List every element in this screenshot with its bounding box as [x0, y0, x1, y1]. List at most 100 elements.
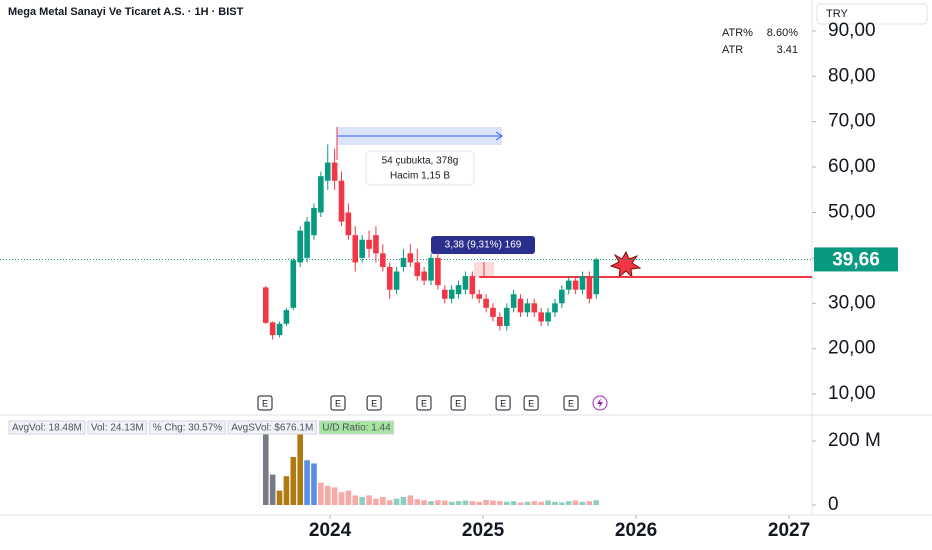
event-label: E: [335, 398, 341, 408]
volume-bar: [435, 500, 441, 505]
last-price-label: 39,66: [832, 249, 880, 270]
candle-body: [538, 312, 544, 322]
candle-body: [276, 323, 283, 336]
candle-body: [400, 257, 407, 267]
volume-group: [262, 421, 600, 505]
price-change: 3,38 (9,31%) 169: [445, 240, 522, 251]
volume-bar: [593, 500, 600, 505]
volume-stat-box: [8, 420, 86, 435]
volume-bar: [490, 500, 496, 505]
candle-body: [435, 257, 441, 286]
event-label: E: [421, 398, 427, 408]
candle-body: [524, 303, 531, 313]
indicator-value: 3.41: [777, 44, 798, 56]
volume-bar: [400, 497, 407, 505]
volume-stat-box: [227, 420, 317, 435]
candle-body: [297, 230, 303, 263]
change-label-box: [431, 236, 535, 254]
volume-stat: AvgSVol: $676.1M: [231, 423, 313, 434]
indicator-name: ATR%: [722, 27, 753, 39]
last-price-box: [814, 247, 898, 272]
candle-body: [586, 276, 593, 299]
candle-body: [441, 289, 448, 299]
range-arrow-head: [495, 131, 503, 141]
volume-bar: [510, 501, 517, 505]
volume-bar: [462, 500, 469, 505]
candle-body: [552, 303, 558, 313]
candle-body: [469, 276, 476, 295]
volume-bar: [276, 490, 283, 505]
y-tick-label: 50,00: [828, 202, 876, 223]
volume-bar: [338, 492, 345, 505]
volume-bar: [324, 485, 331, 505]
volume-tick-label: 0: [828, 494, 839, 515]
volume-bar: [483, 499, 489, 505]
candle-body: [373, 235, 379, 254]
range-volume: Hacim 1,15 B: [390, 171, 450, 182]
volume-bar: [345, 490, 352, 505]
volume-bar: [586, 501, 593, 505]
volume-bar: [304, 460, 310, 505]
volume-bar: [386, 500, 393, 505]
volume-bar: [572, 500, 579, 505]
candle-body: [386, 266, 393, 290]
volume-bar: [476, 501, 483, 505]
volume-bar: [428, 501, 434, 505]
candle-body: [318, 176, 324, 213]
candle-body: [304, 221, 310, 258]
volume-bar: [531, 501, 538, 505]
volume-bar: [262, 425, 269, 505]
event-box: [257, 395, 273, 411]
indicator-name: ATR: [722, 44, 743, 56]
explosion-icon: [609, 250, 642, 279]
volume-bar: [311, 463, 317, 505]
volume-bar: [497, 501, 503, 505]
volume-bar: [290, 457, 297, 505]
candle-body: [331, 162, 338, 181]
event-box: [366, 395, 382, 411]
volume-stat-box: [149, 420, 226, 435]
volume-bar: [269, 474, 276, 505]
candle-body: [407, 253, 414, 263]
y-tick-label: 80,00: [828, 65, 876, 86]
volume-bar: [407, 495, 414, 505]
volume-bar: [552, 501, 558, 505]
candle-body: [269, 322, 276, 336]
event-label: E: [500, 398, 506, 408]
volume-bar: [524, 501, 531, 505]
volume-bar: [331, 487, 338, 505]
range-bars: 54 çubukta, 378g: [382, 156, 459, 167]
volume-bar: [503, 501, 510, 505]
candle-body: [380, 253, 386, 267]
candle-body: [593, 259, 600, 295]
y-tick-label: 70,00: [828, 111, 876, 132]
y-tick-label: 90,00: [828, 20, 876, 41]
candle-body: [448, 289, 455, 299]
volume-bar: [559, 502, 565, 505]
volume-stat: Vol: 24.13M: [91, 423, 144, 434]
event-box: [563, 395, 579, 411]
volume-bar: [441, 500, 448, 505]
chart-title: Mega Metal Sanayi Ve Ticaret A.S. · 1H ·…: [8, 6, 244, 18]
indicator-value: 8.60%: [767, 27, 798, 39]
candle-body: [579, 276, 586, 290]
range-label-box: [365, 150, 475, 186]
candle-body: [559, 289, 565, 304]
volume-stat: U/D Ratio: 1.44: [322, 423, 391, 434]
candle-body: [262, 287, 269, 323]
currency-box[interactable]: [816, 3, 928, 25]
y-tick-label: 60,00: [828, 156, 876, 177]
x-tick-label: 2026: [615, 520, 657, 541]
volume-bar: [517, 502, 524, 505]
volume-stat: % Chg: 30.57%: [153, 423, 223, 434]
volume-bar: [421, 500, 427, 505]
candle-body: [338, 180, 345, 222]
event-box: [495, 395, 511, 411]
event-box: [523, 395, 539, 411]
event-label: E: [528, 398, 534, 408]
candle-body: [476, 294, 483, 299]
x-tick-label: 2025: [462, 520, 505, 541]
volume-bar: [414, 499, 421, 505]
